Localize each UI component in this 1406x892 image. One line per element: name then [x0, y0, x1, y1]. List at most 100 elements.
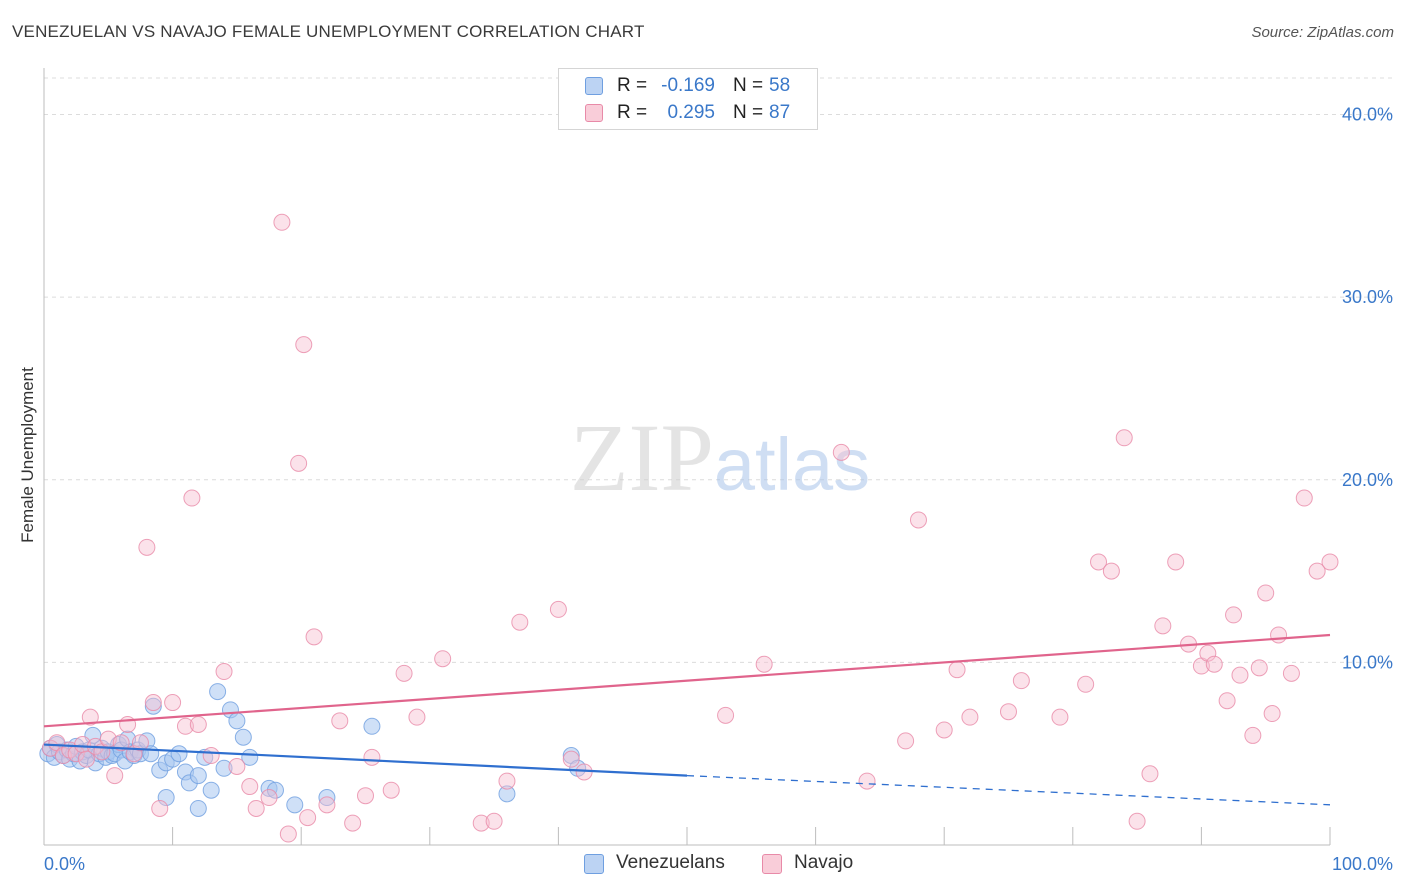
navajo-point [1270, 626, 1288, 644]
navajo-point [189, 715, 207, 733]
navajo-point [1128, 812, 1146, 830]
navajo-point [382, 781, 400, 799]
navajo-point [279, 825, 297, 843]
venezuelans-point [209, 683, 227, 701]
navajo-trend-line [43, 633, 1331, 728]
venezuelans-legend-swatch [584, 854, 604, 874]
navajo-point [1308, 562, 1326, 580]
chart-title: VENEZUELAN VS NAVAJO FEMALE UNEMPLOYMENT… [12, 22, 645, 41]
navajo-point [1295, 489, 1313, 507]
navajo-point [299, 809, 317, 827]
navajo-point [858, 772, 876, 790]
venezuelans-point [215, 759, 233, 777]
navajo-point [472, 814, 490, 832]
navajo-point [1077, 675, 1095, 693]
navajo-point [1199, 644, 1217, 662]
n-value: 87 [769, 102, 791, 123]
navajo-point [1051, 708, 1069, 726]
navajo-point [363, 748, 381, 766]
navajo-point [511, 613, 529, 631]
navajo-point [1167, 553, 1185, 571]
legend-row-navajo: R = 0.295 N = 87 [559, 100, 817, 126]
grid-layer [44, 77, 1395, 663]
navajo-point [961, 708, 979, 726]
navajo-point [1012, 672, 1030, 690]
navajo-point [151, 799, 169, 817]
navajo-point [305, 628, 323, 646]
navajo-point [562, 750, 580, 768]
navajo-point [935, 721, 953, 739]
navajo-point [1154, 617, 1172, 635]
points-layer [39, 213, 1339, 843]
navajo-point [897, 732, 915, 750]
navajo-point [1250, 659, 1268, 677]
navajo-point [1115, 429, 1133, 447]
venezuelans-point [266, 781, 284, 799]
r-value: -0.169 [661, 75, 715, 96]
navajo-point [832, 443, 850, 461]
navajo-point [1231, 666, 1249, 684]
navajo-point [106, 767, 124, 785]
venezuelans-point [157, 789, 175, 807]
navajo-point [273, 213, 291, 231]
navajo-point [290, 454, 308, 472]
tick-label-layer: 10.0% 20.0% 30.0% 40.0% 0.0% 100.0% [44, 105, 1393, 874]
navajo-point [485, 812, 503, 830]
navajo-point [1257, 584, 1275, 602]
venezuelans-point [363, 717, 381, 735]
venezuelans-point [286, 796, 304, 814]
venezuelans-point [144, 697, 162, 715]
venezuelans-point [189, 799, 207, 817]
venezuelans-point [202, 781, 220, 799]
navajo-point [295, 336, 313, 354]
navajo-point [77, 750, 95, 768]
venezuelans-trend-line [43, 743, 688, 777]
navajo-point [1102, 562, 1120, 580]
x-tick-label: 0.0% [44, 854, 85, 874]
venezuelans-point [318, 789, 336, 807]
legend-row-venezuelans: R = -0.169 N = 58 [559, 73, 817, 99]
navajo-point [215, 663, 233, 681]
navajo-point [357, 787, 374, 805]
navajo-point [1263, 705, 1281, 723]
navajo-legend-swatch [762, 854, 782, 874]
navajo-point [1244, 726, 1262, 744]
navajo-point [498, 772, 516, 790]
navajo-point [183, 489, 201, 507]
navajo-point [909, 511, 927, 529]
trend-layer [43, 633, 1331, 806]
navajo-point [138, 538, 156, 556]
watermark: ZIPatlas [570, 404, 870, 511]
y-tick-label: 20.0% [1342, 470, 1393, 490]
venezuelans-swatch [585, 77, 603, 95]
navajo-point [434, 650, 452, 668]
navajo-point [202, 747, 220, 765]
venezuelans-legend-label: Venezuelans [616, 852, 725, 873]
x-tick-label: 100.0% [1332, 854, 1393, 874]
navajo-point [1090, 553, 1108, 571]
navajo-point [131, 734, 149, 752]
y-tick-label: 40.0% [1342, 105, 1393, 125]
navajo-point [241, 778, 259, 796]
navajo-point [318, 796, 336, 814]
venezuelans-point [498, 785, 516, 803]
navajo-point [144, 694, 162, 712]
navajo-point [1000, 703, 1017, 721]
navajo-point [228, 757, 246, 775]
navajo-point [1141, 765, 1159, 783]
navajo-point [1282, 664, 1300, 682]
navajo-point [717, 706, 735, 724]
navajo-point [176, 717, 194, 735]
axis-layer [43, 68, 1331, 846]
navajo-point [948, 661, 966, 679]
navajo-point [1321, 553, 1339, 571]
chart-source: Source: ZipAtlas.com [1251, 24, 1394, 41]
venezuelans-point [234, 728, 252, 746]
navajo-point [1225, 606, 1243, 624]
n-label: N = [733, 75, 764, 96]
navajo-point [549, 600, 567, 618]
navajo-point [81, 708, 99, 726]
navajo-point [1205, 655, 1223, 673]
y-tick-label: 10.0% [1342, 652, 1393, 672]
